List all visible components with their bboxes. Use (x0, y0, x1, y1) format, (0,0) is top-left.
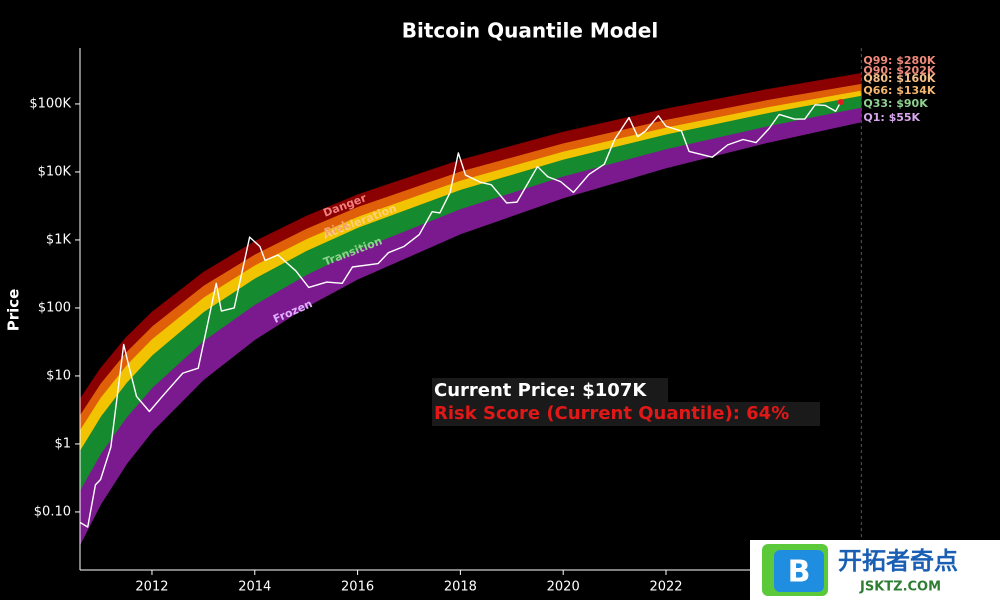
watermark-graphic: B 开拓者奇点 JSKTZ.COM (762, 544, 958, 596)
quantile-label: Q80: $160K (863, 72, 936, 85)
price-line (80, 101, 842, 528)
logo-letter: B (788, 555, 811, 590)
quantile-curve (80, 121, 862, 545)
annotation-box (432, 378, 668, 402)
watermark-url: JSKTZ.COM (859, 580, 941, 595)
x-tick-label: 2020 (547, 580, 580, 595)
x-tick-label: 2014 (238, 580, 271, 595)
x-tick-label: 2016 (341, 580, 374, 595)
quantile-label: Q90: $202K (863, 64, 936, 77)
quantile-curve (80, 94, 862, 451)
quantile-label: Q33: $90K (863, 97, 928, 110)
quantile-curve (80, 89, 862, 430)
y-tick-label: $0.10 (34, 504, 71, 519)
plot-area (80, 73, 862, 545)
x-tick-label: 2018 (444, 580, 477, 595)
y-tick-label: $100 (38, 300, 71, 315)
y-axis-label: Price (5, 289, 23, 332)
x-tick-label: 2022 (649, 580, 682, 595)
current-price-dot (837, 98, 844, 105)
logo-front (774, 550, 824, 592)
y-tick-label: $10K (38, 164, 72, 179)
current-price-label: Current Price: $107K (434, 380, 647, 401)
quantile-curve (80, 73, 862, 400)
quantile-label: Q1: $55K (863, 111, 920, 124)
watermark: B 开拓者奇点 JSKTZ.COM (750, 540, 1000, 600)
risk-score-label: Risk Score (Current Quantile): 64% (434, 403, 789, 424)
y-tick-label: $100K (29, 96, 71, 111)
quantile-label: Q99: $280K (863, 54, 936, 67)
quantile-curve (80, 106, 862, 491)
x-tick-label: 2012 (135, 580, 168, 595)
annotation-box (432, 402, 820, 426)
chart-title: Bitcoin Quantile Model (402, 19, 658, 43)
y-tick-label: $10 (46, 368, 71, 383)
quantile-label: Q66: $134K (863, 84, 936, 97)
watermark-title: 开拓者奇点 (838, 547, 958, 575)
y-tick-label: $1 (54, 436, 71, 451)
quantile-curve (80, 82, 862, 415)
y-tick-label: $1K (46, 232, 72, 247)
